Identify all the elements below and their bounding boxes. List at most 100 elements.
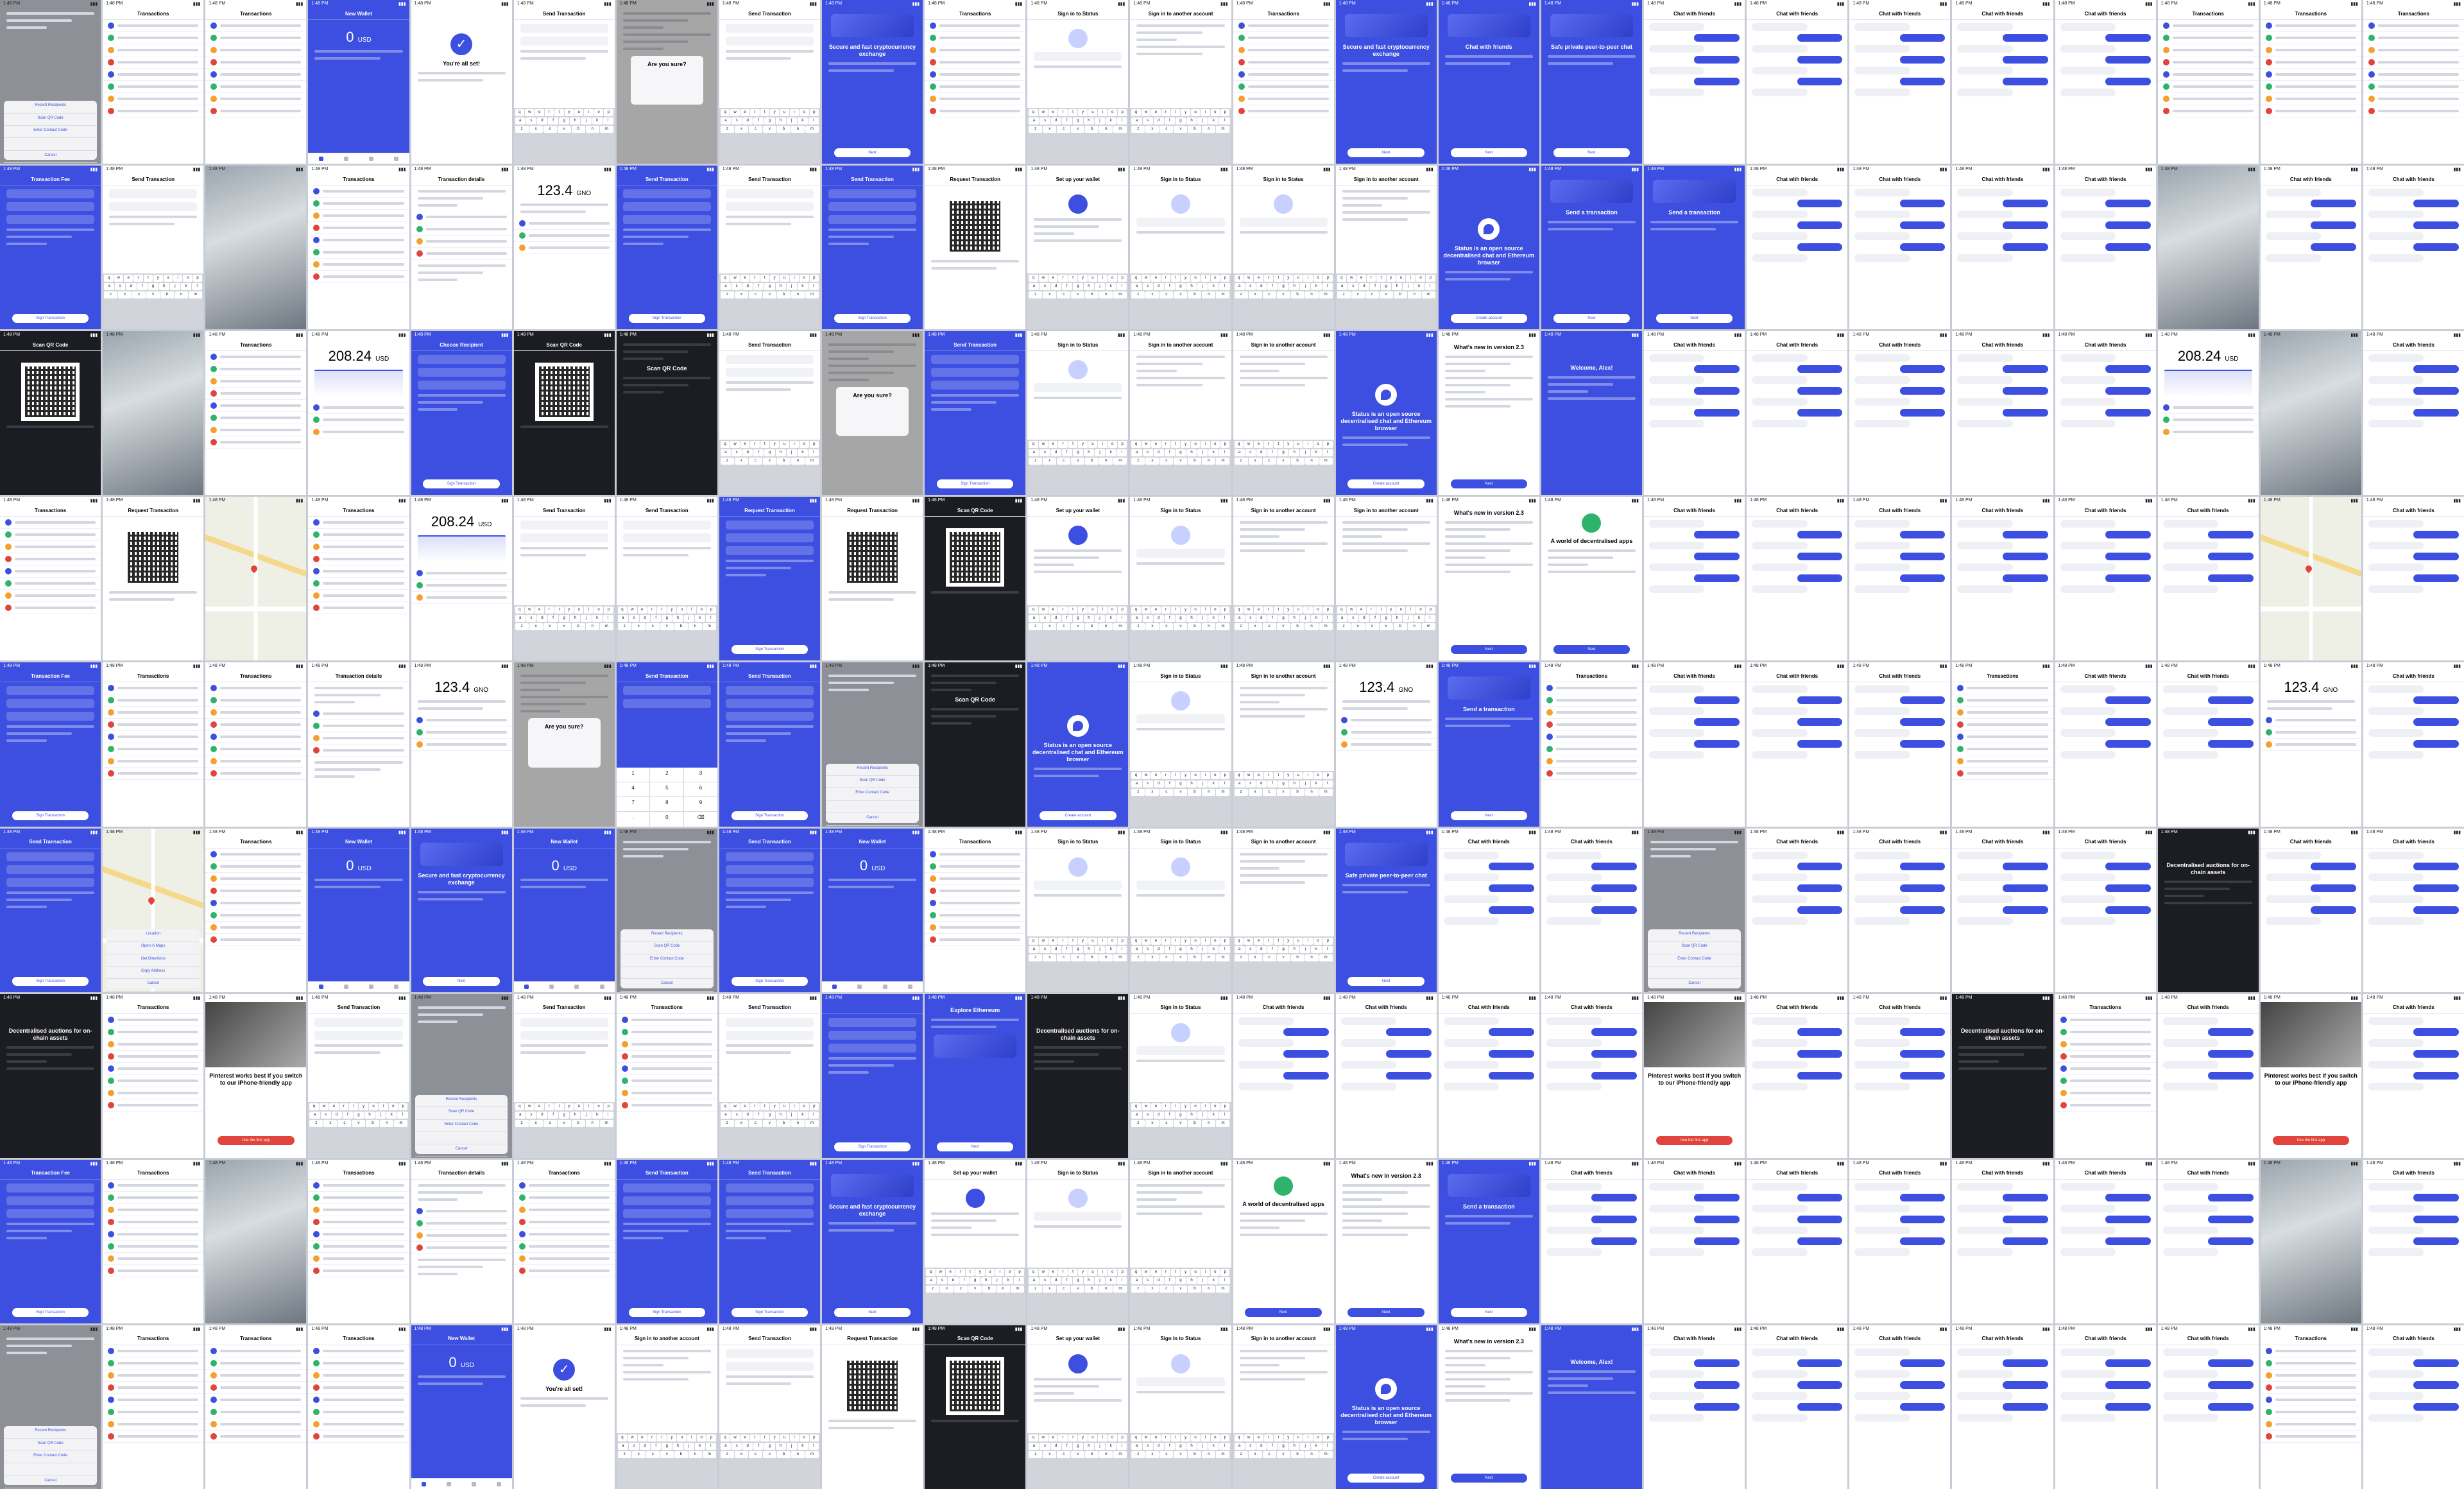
app-screen-tile[interactable]: 1:48 PM ▮▮▮ Sign in to another account q w e r… [1233, 662, 1334, 827]
app-screen-tile[interactable]: 1:48 PM ▮▮▮ Chat with friends [1952, 331, 2053, 495]
list-item[interactable] [103, 105, 204, 117]
list-item[interactable] [308, 590, 409, 603]
key[interactable]: v [1174, 788, 1188, 796]
key[interactable]: b [1188, 457, 1202, 465]
key[interactable]: n [380, 1120, 394, 1128]
app-screen-tile[interactable]: 1:48 PM ▮▮▮ Secure and fast cryptocurrency… [411, 828, 512, 992]
app-screen-tile[interactable]: 1:48 PM ▮▮▮ Transaction Fee Sign Transactio… [0, 662, 101, 827]
app-screen-tile[interactable]: 1:48 PM ▮▮▮ Set up your wallet q w e r t y u i o p a s… [1027, 497, 1129, 661]
app-screen-tile[interactable]: 1:48 PM ▮▮▮ Chat with friends [1747, 828, 1848, 992]
key[interactable]: h [1186, 283, 1197, 291]
action-sheet[interactable]: Recent Recipients Scan QR Code Enter Conta… [4, 101, 97, 164]
key[interactable]: m [805, 1451, 819, 1459]
key[interactable]: h [980, 1277, 991, 1285]
key[interactable]: e [535, 606, 544, 614]
key[interactable]: a [1131, 780, 1142, 788]
key[interactable]: r [339, 1103, 348, 1111]
key[interactable]: t [554, 606, 564, 614]
app-screen-tile[interactable]: 1:48 PM ▮▮▮ Set up your wallet q w e r t y u i o p a s… [925, 1159, 1026, 1323]
key[interactable]: r [1263, 937, 1274, 945]
key[interactable]: a [1337, 283, 1348, 291]
key[interactable]: l [1219, 614, 1230, 622]
key[interactable]: n [791, 1451, 805, 1459]
app-screen-tile[interactable]: 1:48 PM ▮▮▮ 208.24 USD [308, 331, 409, 495]
key[interactable]: p [1426, 275, 1435, 282]
key[interactable]: c [748, 1120, 762, 1128]
key[interactable]: j [1197, 1443, 1208, 1450]
key[interactable]: x [734, 457, 748, 465]
primary-button[interactable]: Sign Transaction [12, 811, 89, 820]
app-screen-tile[interactable]: 1:48 PM ▮▮▮ Transactions [308, 166, 409, 330]
key[interactable]: b [1188, 291, 1202, 299]
key[interactable]: j [786, 449, 797, 456]
key[interactable]: r [1263, 440, 1274, 448]
tab-bar[interactable] [411, 1478, 512, 1489]
key[interactable]: e [1254, 440, 1263, 448]
input-field[interactable] [725, 1361, 814, 1371]
key[interactable]: y [564, 606, 574, 614]
key[interactable]: a [1131, 945, 1142, 953]
key[interactable]: w [628, 1434, 637, 1442]
key[interactable]: f [1061, 945, 1072, 953]
key[interactable]: i [1201, 275, 1210, 282]
input-field[interactable] [725, 1017, 814, 1027]
key[interactable]: j [1197, 449, 1208, 456]
list-item[interactable] [925, 909, 1026, 922]
key[interactable]: m [805, 291, 819, 299]
app-screen-tile[interactable]: 1:48 PM ▮▮▮ New Wallet 0 USD [513, 828, 615, 992]
app-screen-tile[interactable]: 1:48 PM ▮▮▮ Transactions [1541, 662, 1642, 827]
key[interactable]: j [1095, 1443, 1106, 1450]
key[interactable]: b [1188, 1120, 1202, 1128]
key[interactable]: y [769, 1103, 780, 1111]
app-screen-tile[interactable]: 1:48 PM ▮▮▮ ✓ You're all set! [513, 1325, 615, 1489]
list-item[interactable] [103, 1051, 204, 1063]
key[interactable]: m [1113, 1451, 1127, 1459]
app-screen-tile[interactable]: 1:48 PM ▮▮▮ Chat with friends [2260, 166, 2361, 330]
list-item[interactable] [616, 1075, 717, 1087]
key[interactable]: m [805, 126, 819, 133]
app-screen-tile[interactable]: 1:48 PM ▮▮▮ Scan QR Code [925, 1325, 1026, 1489]
list-item[interactable] [2260, 20, 2361, 32]
key[interactable]: d [1153, 1443, 1164, 1450]
key[interactable]: m [1113, 457, 1127, 465]
key[interactable]: p [1117, 1434, 1127, 1442]
list-item[interactable] [411, 236, 512, 248]
key[interactable]: n [585, 623, 599, 630]
key[interactable]: n [1305, 954, 1319, 961]
password-field[interactable] [1034, 880, 1122, 890]
key[interactable]: a [720, 283, 731, 291]
key[interactable]: c [1262, 623, 1276, 630]
key[interactable]: x [1145, 954, 1159, 961]
key[interactable]: z [1131, 1120, 1145, 1128]
list-item[interactable] [2157, 44, 2259, 56]
list-item[interactable] [925, 44, 1026, 56]
key[interactable]: p [1323, 275, 1333, 282]
key[interactable]: p [604, 109, 613, 117]
key[interactable]: v [1276, 291, 1290, 299]
key[interactable]: m [1319, 788, 1333, 796]
list-item[interactable] [2363, 105, 2464, 117]
key[interactable]: u [780, 1434, 789, 1442]
key[interactable]: w [730, 1434, 740, 1442]
key[interactable]: t [1068, 606, 1078, 614]
list-item[interactable] [103, 768, 204, 780]
app-screen-tile[interactable]: 1:48 PM ▮▮▮ Are you sure? [513, 662, 615, 827]
list-item[interactable] [2260, 56, 2361, 69]
key[interactable]: r [750, 275, 760, 282]
key[interactable]: c [1262, 1451, 1276, 1459]
list-item[interactable] [0, 602, 101, 615]
key[interactable]: w [1038, 440, 1048, 448]
list-item[interactable] [103, 1370, 204, 1382]
key[interactable]: c [954, 1286, 968, 1293]
key[interactable]: t [1274, 606, 1283, 614]
key[interactable]: h [775, 1443, 786, 1450]
key[interactable]: s [732, 449, 742, 456]
key[interactable]: m [1216, 457, 1230, 465]
key[interactable]: h [1186, 1443, 1197, 1450]
password-field[interactable] [1136, 218, 1225, 227]
key[interactable]: k [1106, 1443, 1116, 1450]
input-field[interactable] [725, 368, 814, 377]
app-screen-tile[interactable]: 1:48 PM ▮▮▮ Send a transaction Next [1438, 1159, 1539, 1323]
key[interactable]: r [1161, 937, 1170, 945]
